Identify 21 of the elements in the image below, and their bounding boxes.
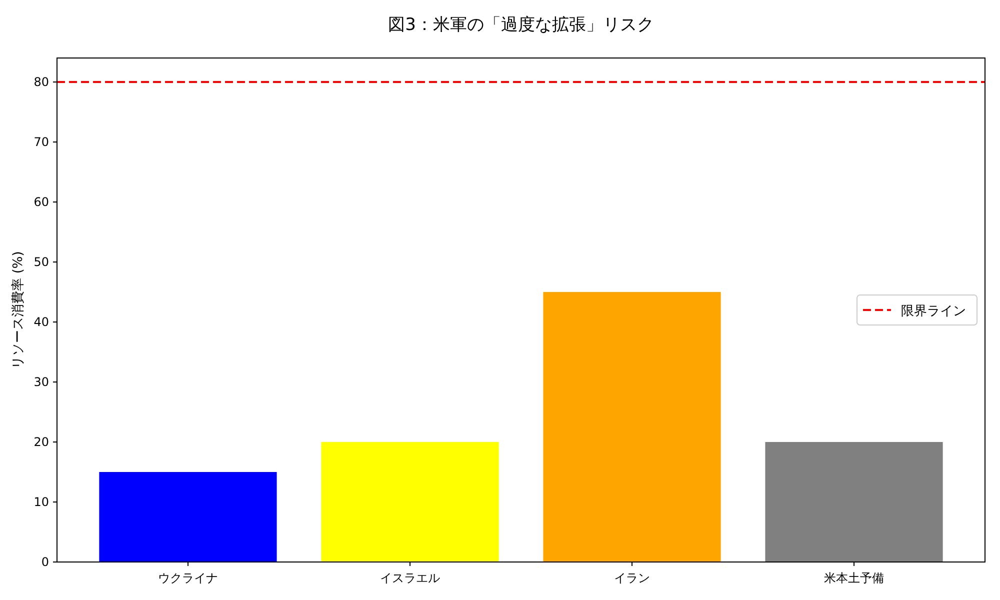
y-tick-label: 10	[34, 495, 49, 509]
y-tick-label: 30	[34, 375, 49, 389]
bar	[543, 292, 721, 562]
y-tick-label: 50	[34, 255, 49, 269]
y-axis-title: リソース消費率 (%)	[10, 251, 26, 369]
y-tick-label: 40	[34, 315, 49, 329]
y-tick-label: 80	[34, 75, 49, 89]
x-tick-label: イラン	[614, 571, 650, 585]
bar	[99, 472, 277, 562]
bar	[321, 442, 499, 562]
chart-title: 図3：米軍の「過度な拡張」リスク	[388, 15, 654, 35]
x-tick-label: ウクライナ	[158, 571, 218, 585]
y-tick-label: 20	[34, 435, 49, 449]
y-tick-label: 0	[41, 555, 49, 569]
y-tick-label: 70	[34, 135, 49, 149]
legend-label: 限界ライン	[901, 304, 966, 319]
x-tick-label: イスラエル	[380, 571, 440, 585]
legend: 限界ライン	[856, 294, 978, 326]
y-tick-label: 60	[34, 195, 49, 209]
x-tick-label: 米本土予備	[824, 571, 884, 585]
bar	[765, 442, 943, 562]
